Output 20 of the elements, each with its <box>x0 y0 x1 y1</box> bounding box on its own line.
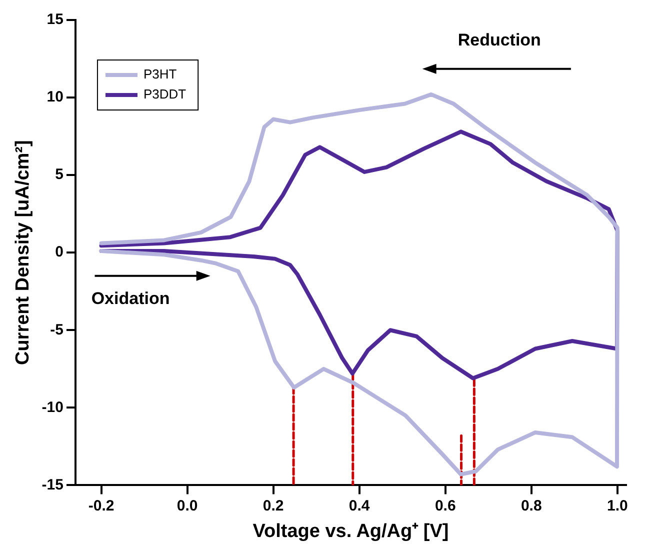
x-tick-label: 0.0 <box>176 497 198 514</box>
y-tick-label: 10 <box>46 88 64 106</box>
y-tick-label: 15 <box>46 11 64 28</box>
x-tick-label: 0.8 <box>520 497 542 514</box>
legend-label: P3HT <box>143 66 177 82</box>
annotation: Reduction <box>458 30 541 50</box>
x-tick-label: -0.2 <box>88 497 114 514</box>
x-tick-label: 0.2 <box>262 497 284 514</box>
annotation: Oxidation <box>91 288 170 308</box>
y-axis-title: Current Density [uA/cm²] <box>12 140 34 366</box>
y-tick-label: -10 <box>42 398 64 416</box>
x-tick-label: 0.6 <box>434 497 456 514</box>
y-tick-label: -5 <box>50 321 64 338</box>
y-tick-label: -15 <box>42 476 64 494</box>
y-tick-label: 5 <box>55 166 64 184</box>
y-tick-label: 0 <box>55 244 64 261</box>
x-tick-label: 0.4 <box>348 497 370 514</box>
legend-label: P3DDT <box>143 86 186 102</box>
x-tick-label: 1.0 <box>606 497 628 514</box>
x-axis-title: Voltage vs. Ag/Ag⁺ [V] <box>252 520 449 542</box>
